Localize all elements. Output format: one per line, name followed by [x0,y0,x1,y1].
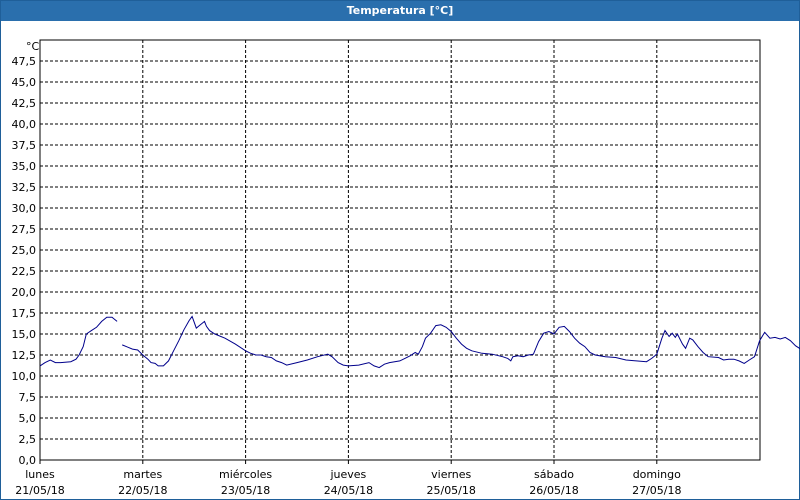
x-tick-date: 27/05/18 [632,484,681,497]
y-tick-label: 47,5 [12,55,37,68]
y-tick-label: 2,5 [19,433,37,446]
x-tick-day: martes [123,468,162,481]
y-tick-label: 20,0 [12,286,37,299]
temperature-line [122,315,800,369]
x-tick-date: 24/05/18 [324,484,373,497]
y-tick-label: 27,5 [12,223,37,236]
y-tick-label: 7,5 [19,391,37,404]
y-tick-label: 0,0 [19,454,37,467]
x-tick-date: 22/05/18 [118,484,167,497]
y-tick-label: 25,0 [12,244,37,257]
temperature-series [39,315,800,369]
y-tick-label: 10,0 [12,370,37,383]
y-tick-label: 37,5 [12,139,37,152]
y-tick-label: 32,5 [12,181,37,194]
y-tick-label: 22,5 [12,265,37,278]
x-tick-date: 21/05/18 [15,484,64,497]
x-gridlines [39,40,658,464]
x-tick-date: 23/05/18 [221,484,270,497]
chart-title: Temperatura [°C] [1,1,799,21]
x-tick-day: jueves [329,468,366,481]
x-tick-date: 25/05/18 [426,484,475,497]
x-tick-labels: lunes 21/05/18 martes 22/05/18 miércoles 23/0… [15,468,681,497]
x-tick-day: lunes [25,468,55,481]
y-tick-label: 30,0 [12,202,37,215]
y-tick-label: 5,0 [19,412,37,425]
y-tick-label: 12,5 [12,349,37,362]
temperature-line [39,316,118,367]
y-tick-label: 17,5 [12,307,37,320]
x-tick-date: 26/05/18 [529,484,578,497]
x-tick-day: viernes [431,468,471,481]
y-tick-label: 42,5 [12,97,37,110]
y-tick-label: 40,0 [12,118,37,131]
x-tick-day: domingo [633,468,681,481]
y-tick-label: 35,0 [12,160,37,173]
y-unit-label: °C [26,40,40,53]
y-tick-label: 15,0 [12,328,37,341]
y-gridlines [40,60,760,440]
y-tick-label: 45,0 [12,76,37,89]
x-tick-day: miércoles [219,468,272,481]
y-tick-labels: 0,0 2,5 5,0 7,5 10,0 12,5 15,0 17,5 20,0 22,5 25,0… [12,55,37,467]
x-tick-day: sábado [534,468,574,481]
